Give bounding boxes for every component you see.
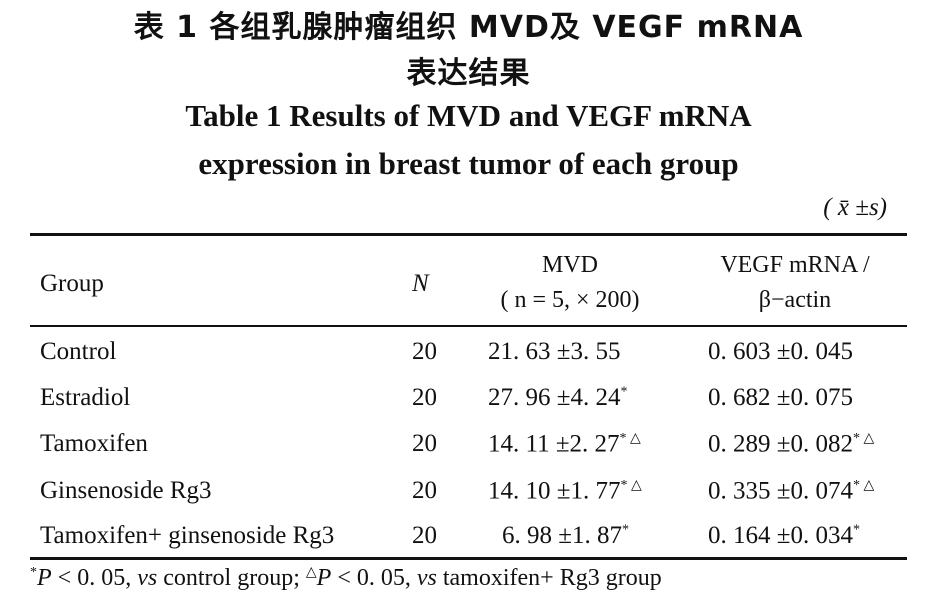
unit-label: ( x̄ ±s) bbox=[823, 194, 887, 221]
row-vegf: 0. 682 ±0. 075 bbox=[708, 384, 853, 411]
header-group: Group bbox=[40, 270, 104, 297]
row-mvd: 27. 96 ±4. 24* bbox=[488, 384, 628, 411]
row-group: Tamoxifen+ ginsenoside Rg3 bbox=[40, 522, 335, 549]
header-vegf: VEGF mRNA / bbox=[720, 252, 870, 278]
row-n: 20 bbox=[412, 384, 437, 411]
row-n: 20 bbox=[412, 477, 437, 504]
table-title-english-line-2: expression in breast tumor of each group bbox=[198, 146, 739, 181]
row-vegf: 0. 164 ±0. 034* bbox=[708, 522, 860, 549]
table-title-english-line-1: Table 1 Results of MVD and VEGF mRNA bbox=[185, 98, 752, 133]
row-group: Control bbox=[40, 338, 117, 365]
bottom-rule bbox=[30, 557, 907, 560]
row-n: 20 bbox=[412, 338, 437, 365]
header-mvd: MVD bbox=[541, 252, 598, 278]
header-mvd-sub: ( n = 5, × 200) bbox=[500, 287, 640, 313]
row-group: Tamoxifen bbox=[40, 430, 148, 457]
row-n: 20 bbox=[412, 522, 437, 549]
row-mvd: 6. 98 ±1. 87* bbox=[502, 522, 629, 549]
header-n: N bbox=[412, 270, 429, 297]
row-vegf: 0. 603 ±0. 045 bbox=[708, 338, 853, 365]
table-footnote: *P < 0. 05, vs control group; △P < 0. 05… bbox=[30, 565, 662, 591]
row-vegf: 0. 289 ±0. 082* △ bbox=[708, 430, 875, 458]
top-rule bbox=[30, 233, 907, 236]
table-title-chinese-line-1: 表 1 各组乳腺肿瘤组织 MVD及 VEGF mRNA bbox=[133, 10, 804, 45]
row-mvd: 21. 63 ±3. 55 bbox=[488, 338, 621, 365]
row-group: Estradiol bbox=[40, 384, 131, 411]
header-rule bbox=[30, 325, 907, 327]
row-mvd: 14. 11 ±2. 27* △ bbox=[488, 430, 641, 458]
row-n: 20 bbox=[412, 430, 437, 457]
row-vegf: 0. 335 ±0. 074* △ bbox=[708, 477, 875, 505]
row-group: Ginsenoside Rg3 bbox=[40, 477, 212, 504]
header-vegf-sub: β−actin bbox=[758, 287, 832, 313]
table-title-chinese-line-2: 表达结果 bbox=[406, 56, 531, 91]
row-mvd: 14. 10 ±1. 77* △ bbox=[488, 477, 642, 505]
